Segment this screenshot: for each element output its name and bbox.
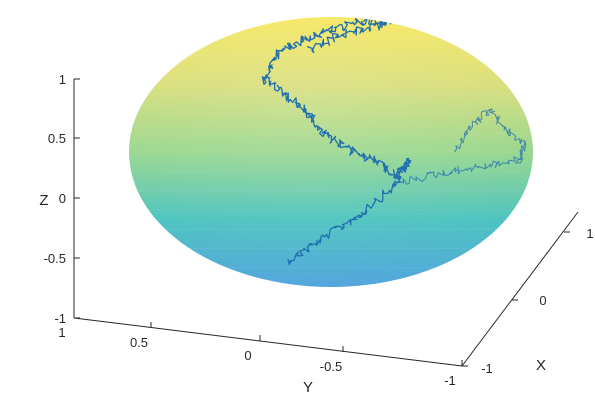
z-tick-label: 1 xyxy=(59,72,66,87)
z-tick-label: -1 xyxy=(54,311,66,326)
z-axis-label: Z xyxy=(39,192,48,209)
x-axis-line xyxy=(461,211,579,367)
z-tick-label: 0 xyxy=(59,191,66,206)
x-axis-label: X xyxy=(536,357,546,374)
z-tick-label: -0.5 xyxy=(44,251,66,266)
y-tick-label: 1 xyxy=(58,325,65,340)
y-axis-line xyxy=(73,317,463,367)
axis-ticks xyxy=(73,78,570,367)
z-tick-label: 0.5 xyxy=(48,131,66,146)
trajectory-line-secondary xyxy=(392,108,527,186)
x-tick-label: 1 xyxy=(586,226,593,241)
y-axis-label: Y xyxy=(303,379,313,396)
y-tick-label: 0 xyxy=(244,348,251,363)
sphere-surface xyxy=(129,17,533,287)
y-tick-label: -1 xyxy=(444,373,456,388)
y-tick-label: -0.5 xyxy=(320,359,342,374)
x-tick-label: -1 xyxy=(481,361,493,376)
x-tick-label: 0 xyxy=(539,293,546,308)
y-tick-label: 0.5 xyxy=(130,335,148,350)
